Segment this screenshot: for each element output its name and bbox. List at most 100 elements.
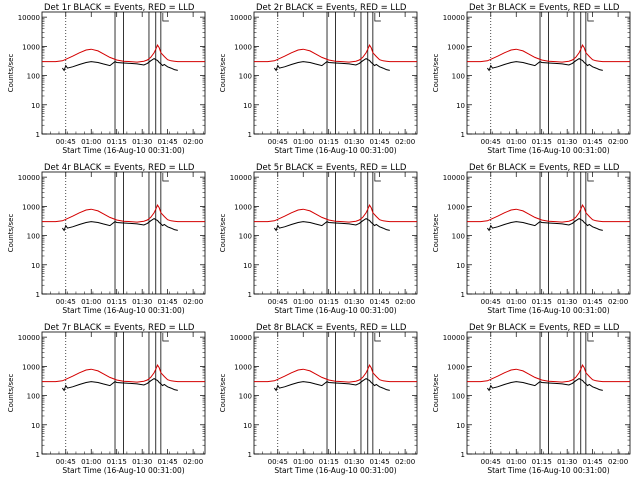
- y-tick-label: 10000: [18, 334, 40, 342]
- panel-title: Det 2r BLACK = Events, RED = LLD: [256, 3, 407, 13]
- x-tick-label: 01:15: [532, 298, 552, 306]
- panel-6: Det 6r BLACK = Events, RED = LLD 1 10 100 10…: [432, 163, 631, 315]
- x-tick-label: 01:30: [132, 138, 152, 146]
- x-axis-label: Start Time (16-Aug-10 00:31:00): [487, 306, 609, 315]
- y-axis-label: Counts/sec: [7, 374, 15, 413]
- panel-2: Det 2r BLACK = Events, RED = LLD 1 10 100 10…: [219, 3, 418, 155]
- x-tick-label: 01:00: [506, 458, 526, 466]
- corner-marker: [587, 333, 594, 342]
- x-tick-label: 01:00: [293, 298, 313, 306]
- x-tick-label: 01:30: [344, 138, 364, 146]
- series-line-events: [61, 378, 178, 392]
- y-tick-label: 1000: [22, 363, 40, 371]
- x-tick-label: 01:15: [532, 138, 552, 146]
- y-tick-label: 1000: [447, 363, 465, 371]
- series-line-events: [486, 378, 603, 392]
- x-tick-label: 01:45: [370, 138, 390, 146]
- y-tick-label: 10000: [230, 174, 252, 182]
- x-tick-label: 01:45: [583, 458, 603, 466]
- x-tick-label: 01:15: [319, 138, 339, 146]
- panel-title: Det 5r BLACK = Events, RED = LLD: [256, 163, 407, 173]
- y-tick-label: 10: [456, 422, 465, 430]
- x-tick-label: 01:45: [370, 298, 390, 306]
- y-tick-label: 10: [31, 422, 40, 430]
- x-tick-label: 01:45: [158, 138, 178, 146]
- series-line-lld: [467, 204, 630, 223]
- x-tick-label: 01:30: [557, 138, 577, 146]
- x-tick-label: 01:30: [132, 298, 152, 306]
- x-tick-label: 01:00: [81, 298, 101, 306]
- x-tick-label: 00:45: [268, 458, 288, 466]
- y-axis-label: Counts/sec: [219, 54, 227, 93]
- y-tick-label: 100: [239, 233, 252, 241]
- corner-marker: [374, 173, 381, 182]
- series-line-events: [61, 58, 178, 72]
- panel-7: Det 7r BLACK = Events, RED = LLD 1 10 100 10…: [7, 323, 206, 475]
- x-tick-label: 02:00: [183, 138, 203, 146]
- y-tick-label: 1000: [234, 43, 252, 51]
- y-tick-label: 1: [461, 451, 465, 459]
- x-tick-label: 01:15: [319, 458, 339, 466]
- y-tick-label: 1: [248, 131, 252, 139]
- x-tick-label: 01:30: [557, 458, 577, 466]
- series-line-lld: [42, 44, 205, 63]
- series-line-events: [486, 58, 603, 72]
- x-axis-label: Start Time (16-Aug-10 00:31:00): [274, 306, 396, 315]
- y-tick-label: 10000: [18, 174, 40, 182]
- panel-title: Det 6r BLACK = Events, RED = LLD: [469, 163, 620, 173]
- series-line-events: [486, 218, 603, 232]
- panel-4: Det 4r BLACK = Events, RED = LLD 1 10 100 10…: [7, 163, 206, 315]
- panel-title: Det 4r BLACK = Events, RED = LLD: [44, 163, 195, 173]
- y-tick-label: 100: [27, 233, 40, 241]
- x-axis-label: Start Time (16-Aug-10 00:31:00): [274, 146, 396, 155]
- x-tick-label: 01:00: [506, 138, 526, 146]
- x-tick-label: 01:00: [293, 138, 313, 146]
- y-tick-label: 10000: [230, 14, 252, 22]
- panel-title: Det 7r BLACK = Events, RED = LLD: [44, 323, 195, 333]
- x-tick-label: 01:15: [532, 458, 552, 466]
- x-tick-label: 02:00: [395, 298, 415, 306]
- y-tick-label: 10000: [443, 174, 465, 182]
- x-tick-label: 00:45: [56, 298, 76, 306]
- corner-marker: [374, 13, 381, 22]
- x-axis-label: Start Time (16-Aug-10 00:31:00): [62, 146, 184, 155]
- x-tick-label: 01:45: [583, 298, 603, 306]
- y-tick-label: 10: [243, 102, 252, 110]
- y-tick-label: 1000: [234, 363, 252, 371]
- x-tick-label: 02:00: [183, 458, 203, 466]
- y-axis-label: Counts/sec: [7, 54, 15, 93]
- corner-marker: [587, 173, 594, 182]
- corner-marker: [587, 13, 594, 22]
- y-tick-label: 100: [27, 393, 40, 401]
- y-tick-label: 10000: [443, 14, 465, 22]
- x-tick-label: 00:45: [56, 138, 76, 146]
- panel-5: Det 5r BLACK = Events, RED = LLD 1 10 100 10…: [219, 163, 418, 315]
- y-tick-label: 1: [461, 131, 465, 139]
- panel-title: Det 9r BLACK = Events, RED = LLD: [469, 323, 620, 333]
- y-tick-label: 10: [31, 102, 40, 110]
- x-tick-label: 02:00: [608, 458, 628, 466]
- y-tick-label: 1: [36, 131, 40, 139]
- y-tick-label: 1000: [234, 203, 252, 211]
- y-tick-label: 100: [239, 73, 252, 81]
- x-tick-label: 01:00: [81, 458, 101, 466]
- panel-title: Det 8r BLACK = Events, RED = LLD: [256, 323, 407, 333]
- x-tick-label: 01:30: [344, 298, 364, 306]
- x-axis-label: Start Time (16-Aug-10 00:31:00): [62, 466, 184, 475]
- x-tick-label: 01:15: [107, 458, 127, 466]
- y-tick-label: 100: [239, 393, 252, 401]
- x-tick-label: 01:00: [506, 298, 526, 306]
- corner-marker: [162, 333, 169, 342]
- x-tick-label: 01:45: [370, 458, 390, 466]
- series-line-lld: [254, 204, 417, 223]
- y-tick-label: 10000: [230, 334, 252, 342]
- x-tick-label: 01:15: [319, 298, 339, 306]
- series-line-events: [273, 218, 390, 232]
- y-axis-label: Counts/sec: [219, 374, 227, 413]
- x-tick-label: 02:00: [608, 298, 628, 306]
- y-tick-label: 1: [248, 291, 252, 299]
- y-axis-label: Counts/sec: [432, 54, 440, 93]
- series-line-events: [273, 58, 390, 72]
- y-tick-label: 1: [461, 291, 465, 299]
- y-tick-label: 10000: [18, 14, 40, 22]
